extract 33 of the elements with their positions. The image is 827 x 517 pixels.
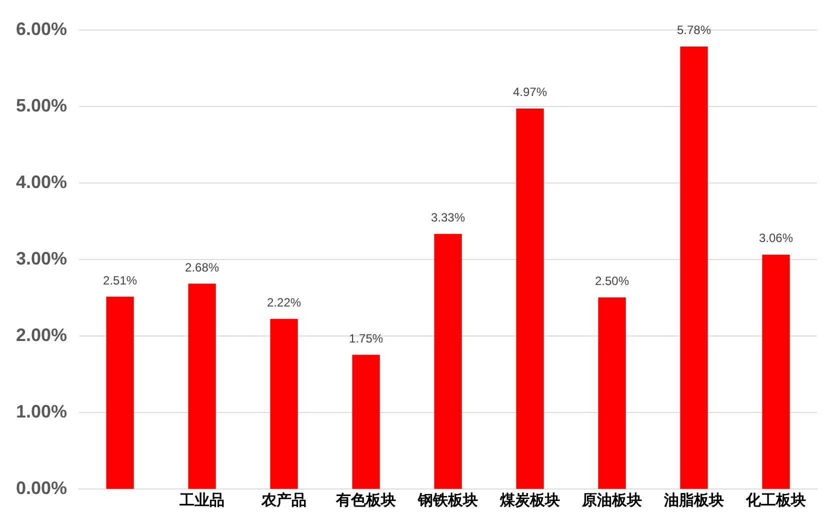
bar: [352, 354, 380, 489]
bar: [762, 254, 790, 489]
bar: [270, 318, 298, 489]
data-label: 2.50%: [594, 274, 630, 288]
data-label: 2.22%: [267, 295, 302, 310]
y-tick-label: 3.00%: [16, 248, 68, 268]
data-label: 2.68%: [185, 260, 220, 274]
x-tick-label: 油脂板块: [663, 492, 724, 510]
y-tick-label: 1.00%: [16, 401, 68, 422]
x-tick-label: 钢铁板块: [417, 492, 478, 510]
data-label: 3.33%: [431, 210, 466, 225]
x-tick-label: 农产品: [260, 492, 307, 510]
y-tick-label: 0.00%: [16, 478, 68, 498]
y-tick-label: 6.00%: [16, 18, 68, 39]
x-tick-label: 煤炭板块: [499, 492, 560, 510]
bar: [106, 296, 134, 489]
x-tick-label: 工业品: [178, 492, 225, 510]
data-label: 5.78%: [676, 23, 712, 38]
bar: [188, 284, 216, 489]
bar: [434, 234, 462, 489]
data-label: 3.06%: [758, 231, 794, 246]
x-tick-label: 有色板块: [335, 492, 396, 510]
y-tick-label: 5.00%: [16, 95, 68, 116]
x-tick-label: 原油板块: [581, 492, 642, 510]
x-tick-label: 化工板块: [745, 492, 806, 510]
data-label: 2.51%: [103, 273, 138, 288]
y-tick-label: 4.00%: [16, 172, 68, 192]
bar: [598, 297, 626, 489]
y-tick-label: 2.00%: [16, 324, 68, 345]
bar: [516, 108, 544, 489]
data-label: 4.97%: [513, 85, 548, 100]
bar: [680, 46, 708, 489]
data-label: 1.75%: [349, 331, 384, 346]
